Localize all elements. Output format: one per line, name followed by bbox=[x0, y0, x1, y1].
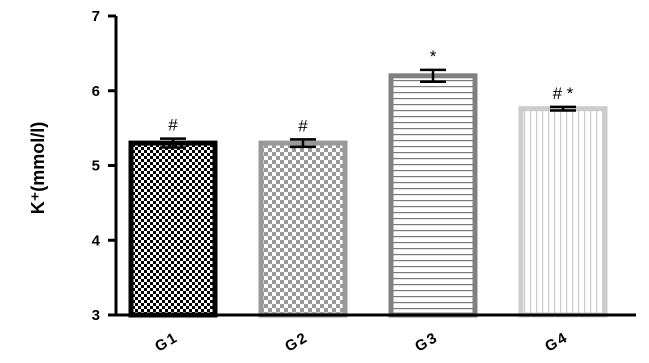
bar-g2 bbox=[258, 140, 348, 318]
y-tick-label: 7 bbox=[92, 8, 100, 25]
y-tick-label: 3 bbox=[92, 307, 100, 324]
y-tick-label: 5 bbox=[92, 158, 100, 175]
x-tick-label: G3 bbox=[412, 329, 441, 356]
bars: # # * # * bbox=[128, 47, 608, 318]
x-tick-label: G4 bbox=[542, 329, 571, 356]
x-tick-label: G2 bbox=[282, 329, 311, 356]
x-tick-labels: G1 G2 G3 G4 bbox=[152, 329, 571, 356]
y-tick-label: 4 bbox=[92, 232, 101, 249]
significance-label: # * bbox=[553, 84, 574, 103]
significance-label: # bbox=[298, 116, 308, 135]
significance-label: * bbox=[430, 47, 437, 66]
y-tick-label: 6 bbox=[92, 83, 100, 100]
x-tick-label: G1 bbox=[152, 329, 181, 356]
y-axis-label: K⁺(mmol/l) bbox=[28, 122, 48, 215]
significance-label: # bbox=[168, 116, 178, 135]
bar-g3 bbox=[388, 73, 478, 318]
bar-g1 bbox=[128, 140, 218, 318]
y-ticks: 3 4 5 6 7 bbox=[92, 8, 116, 324]
bar-g4 bbox=[518, 106, 608, 318]
